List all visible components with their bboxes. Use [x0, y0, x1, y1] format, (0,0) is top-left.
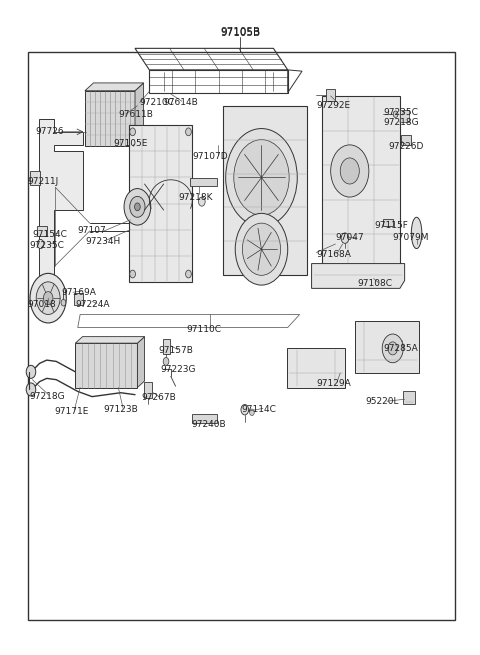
Circle shape [388, 342, 397, 355]
Text: 97218G: 97218G [29, 392, 65, 401]
Polygon shape [137, 337, 144, 388]
Polygon shape [37, 227, 47, 236]
Text: 97129A: 97129A [316, 379, 351, 388]
Polygon shape [312, 263, 405, 288]
Bar [383, 219, 393, 227]
Text: 97218K: 97218K [178, 193, 213, 202]
Text: 97234H: 97234H [85, 237, 120, 246]
Polygon shape [75, 343, 137, 388]
Circle shape [124, 189, 151, 225]
Text: 97047: 97047 [336, 233, 364, 242]
Circle shape [241, 404, 249, 415]
Circle shape [382, 334, 403, 363]
Text: 97107D: 97107D [192, 152, 228, 161]
Circle shape [37, 240, 44, 249]
Text: 97224A: 97224A [75, 300, 110, 309]
Circle shape [43, 291, 53, 305]
Circle shape [235, 214, 288, 285]
Text: 97105E: 97105E [114, 139, 148, 148]
Polygon shape [401, 135, 411, 145]
Circle shape [186, 270, 192, 278]
Circle shape [186, 128, 192, 136]
Text: 97267B: 97267B [141, 393, 176, 402]
Text: 97235C: 97235C [383, 108, 418, 117]
Text: 97123B: 97123B [103, 405, 138, 414]
Text: 97105B: 97105B [220, 28, 260, 38]
Polygon shape [85, 83, 144, 91]
Text: 97292E: 97292E [316, 102, 350, 110]
Bar [28, 52, 455, 620]
Circle shape [242, 223, 281, 275]
Polygon shape [129, 125, 192, 282]
Text: 97107: 97107 [78, 227, 107, 235]
Polygon shape [38, 119, 84, 275]
Circle shape [130, 270, 135, 278]
Bar [192, 413, 217, 422]
Circle shape [234, 140, 289, 215]
Circle shape [30, 273, 66, 323]
Text: 97210C: 97210C [140, 98, 175, 107]
Text: 97169A: 97169A [61, 288, 96, 297]
Circle shape [26, 383, 36, 396]
Polygon shape [135, 83, 144, 146]
Text: 97240B: 97240B [192, 420, 226, 428]
Circle shape [226, 128, 297, 227]
Text: 97218G: 97218G [383, 117, 419, 126]
Polygon shape [287, 348, 345, 388]
Text: 97171E: 97171E [54, 407, 88, 416]
Bar [403, 391, 415, 404]
Polygon shape [75, 337, 144, 343]
Text: 97079M: 97079M [393, 233, 429, 242]
Circle shape [341, 233, 349, 244]
Bar [74, 293, 84, 305]
Circle shape [61, 299, 66, 306]
Circle shape [36, 282, 60, 314]
Text: 97168A: 97168A [316, 250, 351, 259]
Circle shape [331, 145, 369, 197]
Text: 97611B: 97611B [118, 110, 153, 119]
Polygon shape [326, 90, 336, 100]
Text: 97157B: 97157B [159, 346, 194, 356]
Circle shape [26, 365, 36, 379]
Ellipse shape [411, 217, 422, 249]
Text: 97110C: 97110C [187, 325, 222, 334]
Text: 97285A: 97285A [383, 344, 418, 353]
Circle shape [199, 197, 205, 206]
Circle shape [340, 158, 360, 184]
Text: 97018: 97018 [28, 300, 56, 309]
Bar [400, 110, 409, 122]
Circle shape [393, 111, 398, 117]
Bar [144, 382, 152, 398]
Bar [163, 339, 170, 354]
Text: 97226D: 97226D [388, 141, 423, 151]
Circle shape [163, 358, 169, 365]
Polygon shape [223, 105, 307, 275]
Text: 97108C: 97108C [357, 279, 392, 288]
Polygon shape [85, 91, 135, 146]
Circle shape [130, 128, 135, 136]
Text: 97614B: 97614B [164, 98, 198, 107]
Text: 97726: 97726 [36, 127, 64, 136]
Text: 97223G: 97223G [160, 365, 196, 375]
Text: 95220L: 95220L [365, 398, 398, 406]
Polygon shape [30, 171, 39, 185]
Text: 97105B: 97105B [220, 27, 260, 37]
Text: 97211J: 97211J [28, 177, 59, 186]
Text: 97235C: 97235C [29, 241, 64, 250]
Bar [191, 178, 216, 186]
Text: 97154C: 97154C [33, 230, 67, 238]
Polygon shape [355, 321, 419, 373]
Circle shape [130, 196, 145, 217]
Circle shape [250, 409, 254, 415]
Text: 97115F: 97115F [374, 221, 408, 230]
Polygon shape [322, 96, 400, 269]
Circle shape [134, 203, 140, 211]
Text: 97114C: 97114C [241, 405, 276, 414]
